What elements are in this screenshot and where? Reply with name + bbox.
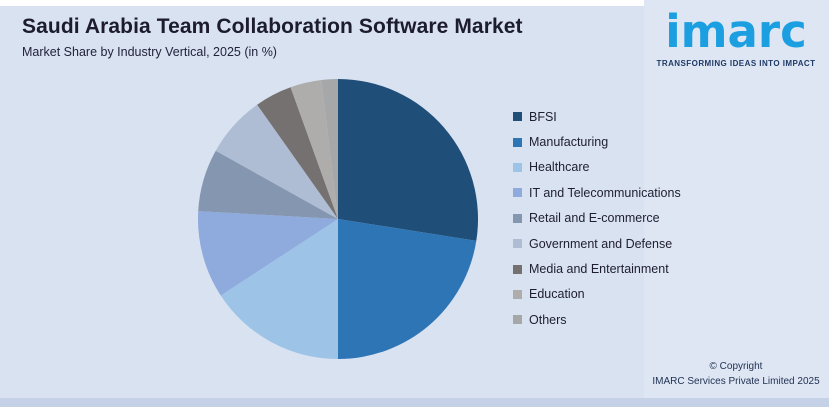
copyright-line-1: © Copyright (709, 361, 763, 372)
legend-swatch (513, 112, 522, 122)
legend-item: Others (513, 307, 681, 332)
legend-label: Others (529, 312, 567, 327)
legend-swatch (513, 239, 522, 249)
pie-slice-media-and-entertainment (257, 87, 338, 219)
legend-item: Government and Defense (513, 231, 681, 256)
legend-label: Healthcare (529, 160, 590, 175)
page-subtitle: Market Share by Industry Vertical, 2025 … (22, 45, 277, 59)
legend-swatch (513, 315, 522, 325)
legend-swatch (513, 264, 522, 274)
imarc-logo-wordmark: imarc (665, 5, 807, 58)
legend-label: IT and Telecommunications (529, 185, 681, 200)
imarc-logo-tagline: TRANSFORMING IDEAS INTO IMPACT (656, 58, 816, 68)
top-white-strip (0, 0, 644, 6)
right-panel-background (644, 0, 829, 407)
legend-swatch (513, 188, 522, 198)
copyright-line-2: IMARC Services Private Limited 2025 (652, 375, 820, 387)
pie-slice-bfsi (338, 79, 479, 241)
legend-label: Manufacturing (529, 135, 609, 150)
legend-item: BFSI (513, 104, 681, 129)
pie-chart (197, 79, 479, 359)
legend-item: Education (513, 282, 681, 307)
legend-label: Education (529, 287, 585, 302)
legend-item: Retail and E-commerce (513, 206, 681, 231)
legend-item: Healthcare (513, 155, 681, 180)
pie-slice-education (290, 80, 338, 219)
legend-label: Retail and E-commerce (529, 211, 660, 226)
pie-slice-healthcare (220, 219, 338, 359)
copyright-notice: © Copyright IMARC Services Private Limit… (645, 360, 827, 389)
pie-slice-manufacturing (338, 219, 477, 359)
legend-label: Media and Entertainment (529, 262, 669, 277)
legend-swatch (513, 213, 522, 223)
legend-swatch (513, 162, 522, 172)
bottom-accent-band (0, 398, 829, 407)
imarc-logo: imarc TRANSFORMING IDEAS INTO IMPACT (653, 6, 819, 68)
pie-slice-government-and-defense (215, 104, 338, 219)
page-title: Saudi Arabia Team Collaboration Software… (22, 15, 523, 38)
chart-legend: BFSI Manufacturing Healthcare IT and Teleco… (513, 104, 681, 333)
legend-swatch (513, 289, 522, 299)
legend-swatch (513, 137, 522, 147)
pie-slice-retail-and-e-commerce (198, 150, 338, 219)
pie-slice-others (321, 79, 338, 219)
legend-label: BFSI (529, 109, 557, 124)
legend-item: Manufacturing (513, 129, 681, 154)
pie-slice-it-and-telecommunications (197, 211, 338, 296)
legend-item: IT and Telecommunications (513, 180, 681, 205)
legend-label: Government and Defense (529, 236, 673, 251)
legend-item: Media and Entertainment (513, 256, 681, 281)
